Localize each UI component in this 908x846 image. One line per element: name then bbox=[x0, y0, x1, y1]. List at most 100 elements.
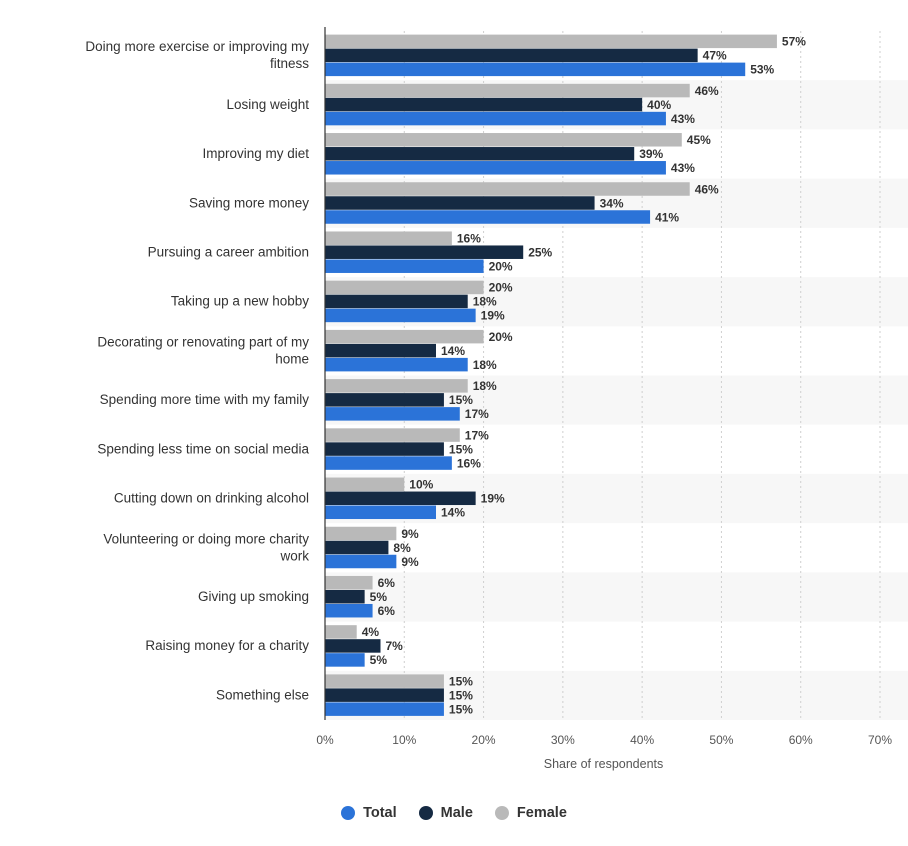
data-label: 4% bbox=[362, 625, 380, 639]
bar-total bbox=[325, 554, 397, 569]
legend-marker-icon bbox=[341, 806, 356, 820]
legend: Total Male Female bbox=[0, 805, 908, 821]
legend-marker-icon bbox=[418, 806, 433, 820]
data-label: 45% bbox=[687, 133, 711, 147]
data-label: 8% bbox=[393, 541, 411, 555]
data-label: 17% bbox=[465, 428, 489, 442]
data-label: 9% bbox=[401, 527, 419, 541]
category-label: Spending more time with my family bbox=[100, 392, 310, 407]
bar-male bbox=[325, 294, 468, 309]
bar-total bbox=[325, 702, 444, 716]
data-label: 53% bbox=[750, 63, 774, 77]
data-label: 9% bbox=[401, 555, 419, 569]
data-label: 18% bbox=[473, 295, 497, 309]
category-label: Cutting down on drinking alcohol bbox=[114, 491, 309, 506]
category-label: Giving up smoking bbox=[198, 589, 309, 604]
bar-total bbox=[325, 357, 468, 372]
data-label: 10% bbox=[409, 478, 433, 492]
bar-male bbox=[325, 442, 444, 456]
data-label: 39% bbox=[639, 147, 663, 161]
x-axis-title: Share of respondents bbox=[544, 757, 664, 771]
x-tick-label: 0% bbox=[316, 733, 334, 747]
x-tick-label: 10% bbox=[392, 733, 416, 747]
bar-male bbox=[325, 196, 595, 210]
data-label: 16% bbox=[457, 456, 481, 470]
bar-total bbox=[325, 62, 746, 77]
data-label: 15% bbox=[449, 702, 473, 716]
data-label: 20% bbox=[489, 259, 513, 273]
bar-male bbox=[325, 343, 436, 358]
bar-male bbox=[325, 393, 444, 407]
category-label: Losing weight bbox=[226, 97, 309, 112]
category-label: Improving my diet bbox=[202, 146, 309, 161]
category-label: Pursuing a career ambition bbox=[148, 244, 309, 259]
data-label: 18% bbox=[473, 358, 497, 372]
bar-female bbox=[325, 477, 405, 492]
bar-female bbox=[325, 428, 460, 442]
bar-female bbox=[325, 674, 444, 688]
data-label: 25% bbox=[528, 245, 552, 259]
category-label: Decorating or renovating part of my home bbox=[97, 334, 309, 366]
bar-total bbox=[325, 161, 666, 175]
x-tick-label: 40% bbox=[630, 733, 654, 747]
data-label: 47% bbox=[703, 49, 727, 63]
bar-female bbox=[325, 575, 373, 590]
bar-male bbox=[325, 97, 643, 112]
bar-male bbox=[325, 589, 365, 604]
bar-male bbox=[325, 147, 635, 161]
category-label: Taking up a new hobby bbox=[171, 294, 309, 309]
bar-total bbox=[325, 456, 452, 470]
data-label: 19% bbox=[481, 309, 505, 323]
data-label: 14% bbox=[441, 344, 465, 358]
data-label: 20% bbox=[489, 281, 513, 295]
category-label: Spending less time on social media bbox=[97, 441, 309, 456]
bar-female bbox=[325, 133, 682, 147]
bar-total bbox=[325, 407, 460, 421]
bar-total bbox=[325, 603, 373, 618]
bar-total bbox=[325, 653, 365, 667]
category-label: Something else bbox=[216, 687, 309, 702]
bar-male bbox=[325, 639, 381, 653]
bar-male bbox=[325, 245, 524, 259]
category-label: Saving more money bbox=[189, 195, 309, 210]
x-tick-label: 30% bbox=[551, 733, 575, 747]
data-label: 15% bbox=[449, 688, 473, 702]
bar-male bbox=[325, 48, 698, 63]
legend-item-total[interactable]: Total bbox=[341, 805, 397, 821]
data-label: 16% bbox=[457, 231, 481, 245]
bar-total bbox=[325, 111, 666, 126]
bar-male bbox=[325, 688, 444, 702]
bar-female bbox=[325, 231, 452, 245]
legend-item-male[interactable]: Male bbox=[418, 805, 473, 821]
data-label: 46% bbox=[695, 182, 719, 196]
category-label: Raising money for a charity bbox=[145, 638, 309, 653]
data-label: 7% bbox=[386, 639, 404, 653]
data-label: 5% bbox=[370, 590, 388, 604]
bar-male bbox=[325, 491, 476, 506]
bar-total bbox=[325, 210, 651, 224]
data-label: 15% bbox=[449, 393, 473, 407]
data-label: 17% bbox=[465, 407, 489, 421]
data-label: 34% bbox=[600, 196, 624, 210]
bar-total bbox=[325, 308, 476, 323]
legend-label: Female bbox=[516, 805, 567, 821]
category-labels: Doing more exercise or improving my fitne… bbox=[85, 39, 309, 702]
data-label: 43% bbox=[671, 161, 695, 175]
bar-female bbox=[325, 625, 357, 639]
row-band bbox=[325, 572, 908, 622]
data-label: 15% bbox=[449, 442, 473, 456]
legend-label: Male bbox=[440, 805, 473, 821]
bar-total bbox=[325, 505, 436, 520]
legend-item-female[interactable]: Female bbox=[494, 805, 567, 821]
data-label: 18% bbox=[473, 379, 497, 393]
data-label: 5% bbox=[370, 653, 388, 667]
x-tick-label: 70% bbox=[868, 733, 892, 747]
bar-female bbox=[325, 83, 690, 98]
bar-male bbox=[325, 540, 389, 555]
category-label: Doing more exercise or improving my fitne… bbox=[85, 39, 309, 71]
data-label: 19% bbox=[481, 492, 505, 506]
bar-female bbox=[325, 379, 468, 393]
data-label: 46% bbox=[695, 84, 719, 98]
